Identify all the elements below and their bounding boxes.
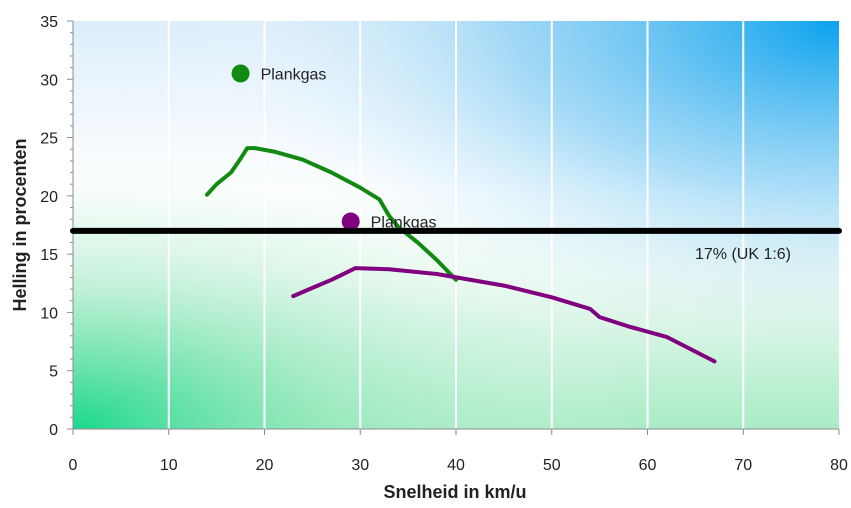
y-tick-labels: 0 5 10 15 20 25 30 35 bbox=[40, 14, 58, 439]
x-tick-label: 70 bbox=[734, 457, 752, 474]
y-tick-label: 20 bbox=[40, 189, 58, 206]
x-tick-label: 40 bbox=[447, 457, 465, 474]
y-tick-label: 35 bbox=[40, 14, 58, 31]
y-axis-title: Helling in procenten bbox=[10, 138, 30, 311]
series-label-1: Plankgas bbox=[261, 66, 327, 83]
x-tick-label: 50 bbox=[543, 457, 561, 474]
series-line-2 bbox=[291, 266, 717, 364]
series-marker-1 bbox=[231, 64, 250, 83]
series-marker-2 bbox=[341, 212, 360, 231]
x-tick-label: 10 bbox=[160, 457, 178, 474]
y-tick-label: 10 bbox=[40, 305, 58, 322]
series-label-2: Plankgas bbox=[371, 215, 437, 232]
x-tick-label: 0 bbox=[69, 457, 78, 474]
grid-lines bbox=[167, 21, 745, 429]
y-tick-label: 5 bbox=[49, 364, 58, 381]
x-tick-label: 30 bbox=[351, 457, 369, 474]
x-tick-label: 60 bbox=[639, 457, 657, 474]
y-tick-label: 15 bbox=[40, 247, 58, 264]
y-tick-label: 30 bbox=[40, 72, 58, 89]
series-line-1 bbox=[205, 146, 458, 282]
x-axis-title: Snelheid in km/u bbox=[383, 482, 526, 502]
y-tick-label: 25 bbox=[40, 131, 58, 148]
x-tick-labels: 0 10 20 30 40 50 60 70 80 bbox=[69, 457, 848, 474]
x-tick-label: 20 bbox=[256, 457, 274, 474]
reference-line-label: 17% (UK 1:6) bbox=[695, 246, 791, 263]
axes bbox=[67, 20, 840, 435]
series-layer: Plankgas Plankgas bbox=[205, 64, 717, 364]
y-tick-label: 0 bbox=[49, 422, 58, 439]
x-tick-label: 80 bbox=[830, 457, 848, 474]
reference-layer: 17% (UK 1:6) bbox=[70, 227, 842, 263]
